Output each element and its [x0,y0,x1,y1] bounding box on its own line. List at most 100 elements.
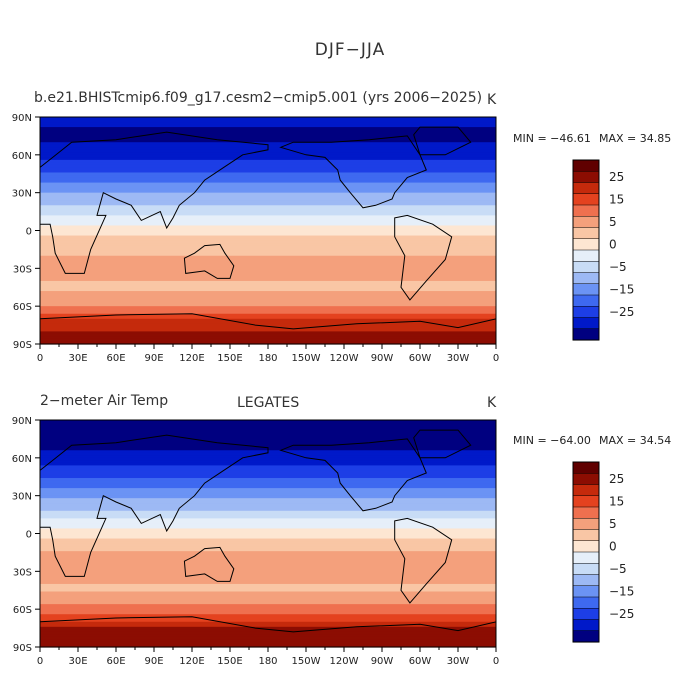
colorbar-label: −5 [609,562,627,576]
temp-band [40,568,496,572]
temp-band [40,594,496,598]
temp-band [40,152,496,156]
temp-band [40,311,496,315]
temp-band [40,308,496,312]
temp-band [40,425,496,429]
temp-band [40,586,496,590]
colorbar-label: 15 [609,494,624,508]
temp-band [40,513,496,517]
temp-band [40,460,496,464]
x-tick-label: 60W [409,353,432,364]
temp-band [40,328,496,332]
temp-band [40,217,496,222]
temp-band [40,285,496,290]
colorbar-cell [572,283,600,296]
temp-band [40,536,496,540]
y-tick-label: 60S [13,605,32,616]
temp-band [40,190,496,194]
coastline-group [40,126,496,330]
temp-band [40,253,496,257]
temp-band [40,553,496,557]
temp-band [40,169,496,174]
temp-band [40,541,496,545]
colorbar-cell [572,306,600,319]
x-tick-label: 60E [106,353,125,364]
temp-band [40,556,496,560]
temp-band [40,483,496,487]
temp-band [40,581,496,585]
temp-band [40,137,496,141]
temp-band [40,430,496,434]
bottom-min-label: MIN = −64.00 [513,434,591,447]
temp-band [40,207,496,211]
temp-band [40,566,496,570]
temp-band [40,614,496,618]
temp-band [40,493,496,497]
temp-band [40,510,496,514]
temp-band [40,124,496,128]
colorbar-cell [572,294,600,307]
colorbar-cell [572,216,600,229]
temp-band [40,558,496,562]
coastline [183,546,235,582]
y-tick-label: 60S [13,302,32,313]
colorbar-cell [572,495,600,508]
colorbar-label: −15 [609,282,634,296]
temp-band [40,238,496,242]
temp-band [40,338,496,343]
temp-band [40,543,496,547]
colorbar-cell [572,317,600,330]
temp-band [40,192,496,196]
colorbar-cell [572,328,600,341]
colorbar-label: 0 [609,539,617,553]
temp-band [40,641,496,646]
temp-band [40,336,496,340]
colorbar-label: −5 [609,260,627,274]
y-tick-label: 90N [12,416,32,427]
colorbar-cell [572,563,600,576]
x-tick-label: 150E [217,353,242,364]
colorbar-cell [572,596,600,609]
x-tick-label: 0 [493,353,499,364]
x-tick-label: 120W [330,353,359,364]
temp-band [40,644,496,648]
temp-band [40,515,496,519]
x-tick-label: 150W [292,656,321,667]
colorbar-cell [572,619,600,632]
x-tick-label: 180 [258,656,277,667]
temp-band [40,288,496,292]
temp-band [40,298,496,302]
temp-band [40,134,496,138]
temp-band [40,472,496,477]
temp-band [40,546,496,550]
temp-band [40,185,496,189]
coastline [40,313,496,330]
y-tick-label: 30N [12,492,32,503]
temp-band [40,139,496,143]
figure-title: DJF−JJA [314,40,386,60]
temp-band [40,154,496,158]
temp-band [40,601,496,605]
temp-band [40,210,496,214]
x-tick-label: 120E [179,656,204,667]
y-tick-label: 60N [12,454,32,465]
x-tick-label: 0 [37,656,43,667]
temp-band [40,621,496,625]
coastline [413,126,472,156]
temp-band [40,197,496,201]
temp-band [40,230,496,234]
temp-band [40,533,496,537]
temp-band [40,611,496,615]
y-tick-label: 30S [13,264,32,275]
colorbar-cell [572,182,600,195]
bottom-panel-left-label: 2−meter Air Temp [40,393,169,409]
colorbar-cell [572,484,600,497]
colorbar-cell [572,574,600,587]
temp-band [40,333,496,338]
colorbar-cell [572,204,600,217]
temp-band [40,222,496,227]
temp-band [40,293,496,297]
temp-band [40,177,496,181]
colorbar-cell [572,461,600,474]
colorbar-cell [572,261,600,274]
